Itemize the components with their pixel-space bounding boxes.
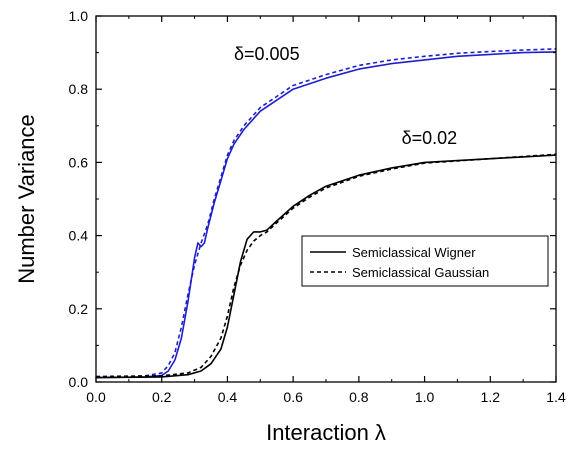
ticks-layer: 0.0 0.2 0.4 0.6 0.8 1.0 1.2 1.4 0.0 0.2 0.4 0.6 0.8 1…: [69, 8, 566, 405]
series-line-1: [95, 48, 557, 378]
x-tick-label: 1.2: [481, 389, 501, 405]
x-tick-label: 0.0: [86, 389, 106, 405]
annotation-label: δ=0.005: [234, 44, 300, 64]
annotations: δ=0.005 δ=0.02: [234, 44, 457, 148]
x-tick-label: 0.4: [218, 389, 238, 405]
y-tick-label: 0.0: [69, 374, 89, 390]
y-tick-label: 1.0: [69, 8, 89, 24]
x-axis-title: Interaction λ: [266, 420, 386, 445]
x-tick-label: 1.4: [546, 389, 566, 405]
y-tick-label: 0.4: [69, 228, 89, 244]
legend-label: Semiclassical Gaussian: [352, 265, 489, 280]
y-tick-label: 0.2: [69, 301, 89, 317]
series-line-0: [95, 51, 557, 379]
y-tick-label: 0.8: [69, 81, 89, 97]
legend-box: [301, 235, 549, 287]
y-axis-title: Number Variance: [14, 114, 39, 284]
legend-label: Semiclassical Wigner: [352, 245, 476, 260]
y-tick-label: 0.6: [69, 154, 89, 170]
x-tick-label: 1.0: [415, 389, 435, 405]
annotation-label: δ=0.02: [402, 128, 458, 148]
x-tick-label: 0.2: [152, 389, 172, 405]
series-line-3: [95, 153, 557, 378]
legend: Semiclassical Wigner Semiclassical Gaussi…: [301, 235, 549, 287]
plot-frame: [95, 15, 557, 383]
x-tick-label: 0.6: [283, 389, 303, 405]
series-layer: [95, 48, 557, 379]
x-tick-label: 0.8: [349, 389, 369, 405]
